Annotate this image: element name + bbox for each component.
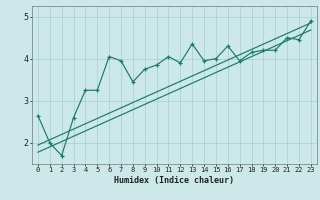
- X-axis label: Humidex (Indice chaleur): Humidex (Indice chaleur): [115, 176, 234, 185]
